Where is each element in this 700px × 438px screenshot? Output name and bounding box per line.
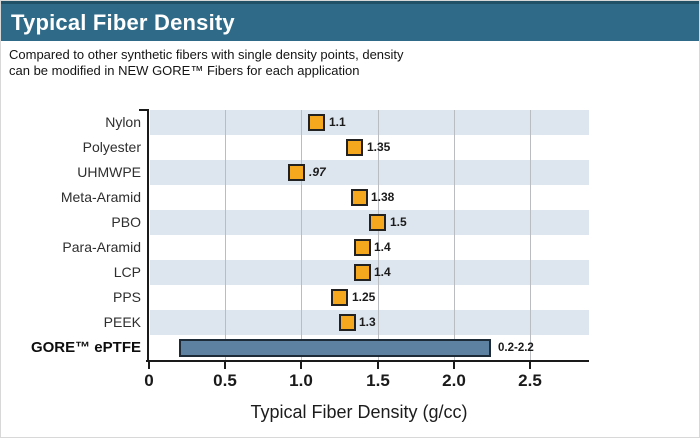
category-label: Polyester (82, 139, 141, 155)
category-label: UHMWPE (77, 164, 141, 180)
value-label: .97 (309, 165, 326, 179)
category-label: LCP (113, 264, 141, 280)
category-label: PBO (111, 214, 141, 230)
range-bar-label: 0.2-2.2 (498, 342, 534, 354)
x-tick-label: 0 (144, 371, 154, 390)
data-point-marker (308, 114, 325, 131)
x-axis-tick (377, 362, 379, 369)
x-tick-label: 2.0 (442, 371, 466, 390)
chart-header-bar: Typical Fiber Density (1, 1, 699, 41)
category-label: Nylon (105, 114, 141, 130)
x-tick-label: 0.5 (213, 371, 237, 390)
value-label: 1.5 (390, 215, 407, 229)
subtitle-line-2: can be modified in NEW GORE™ Fibers for … (9, 63, 360, 78)
data-point-marker (351, 189, 368, 206)
data-point-marker (288, 164, 305, 181)
y-axis-line (147, 109, 149, 362)
gridline (530, 110, 531, 360)
gridline (225, 110, 226, 360)
x-axis-title: Typical Fiber Density (g/cc) (250, 402, 468, 422)
category-label: Para-Aramid (62, 239, 141, 255)
category-label: PEEK (103, 314, 141, 330)
subtitle-line-1: Compared to other synthetic fibers with … (9, 47, 404, 62)
value-label: 1.4 (374, 240, 391, 254)
row-band (150, 160, 589, 185)
x-axis-tick (453, 362, 455, 369)
y-axis-top-cap (139, 109, 149, 111)
x-tick-label: 1.5 (366, 371, 390, 390)
value-label: 1.35 (367, 140, 391, 154)
data-point-marker (354, 264, 371, 281)
gridline (378, 110, 379, 360)
chart-subtitle: Compared to other synthetic fibers with … (9, 47, 609, 79)
x-axis-tick (224, 362, 226, 369)
value-label: 1.3 (359, 315, 376, 329)
row-band (150, 110, 589, 135)
value-label: 1.1 (329, 115, 346, 129)
data-point-marker (331, 289, 348, 306)
x-tick-label: 1.0 (289, 371, 313, 390)
value-label: 1.38 (371, 190, 395, 204)
x-axis-line (146, 360, 589, 362)
x-axis-tick (148, 362, 150, 369)
value-label: 1.4 (374, 265, 391, 279)
x-axis-tick (529, 362, 531, 369)
gridline (301, 110, 302, 360)
data-point-marker (369, 214, 386, 231)
category-label: Meta-Aramid (60, 189, 141, 205)
range-bar (179, 339, 491, 357)
data-point-marker (354, 239, 371, 256)
x-tick-label: 2.5 (518, 371, 542, 390)
category-label: GORE™ ePTFE (30, 339, 141, 356)
value-label: 1.25 (352, 290, 376, 304)
data-point-marker (346, 139, 363, 156)
x-axis-tick (300, 362, 302, 369)
row-band (150, 310, 589, 335)
gridline (454, 110, 455, 360)
category-label: PPS (112, 289, 141, 305)
data-point-marker (339, 314, 356, 331)
page-title: Typical Fiber Density (11, 10, 235, 35)
